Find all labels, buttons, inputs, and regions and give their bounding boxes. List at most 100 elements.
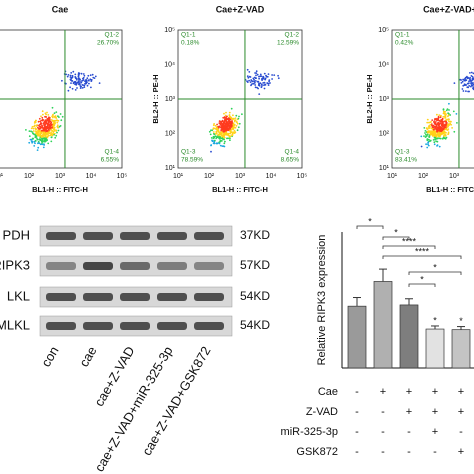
event-dot xyxy=(210,150,212,153)
event-dot xyxy=(45,135,47,138)
treatment-sign: + xyxy=(406,406,412,418)
event-dot xyxy=(28,135,31,138)
event-dot xyxy=(37,134,39,137)
event-dot xyxy=(255,70,258,73)
sig-label: **** xyxy=(402,236,417,246)
event-dot xyxy=(453,82,456,84)
treatment-sign: + xyxy=(458,386,464,398)
event-dot xyxy=(425,143,427,146)
y-tick-label: 10⁵ xyxy=(164,27,175,34)
event-dot xyxy=(235,125,238,127)
event-dot xyxy=(40,132,43,135)
event-dot xyxy=(71,87,74,90)
event-dot xyxy=(46,125,49,128)
event-dot xyxy=(57,119,60,122)
event-dot xyxy=(467,82,469,85)
blot-band xyxy=(157,293,187,301)
event-dot xyxy=(218,120,221,122)
event-dot xyxy=(70,72,73,74)
event-dot xyxy=(238,122,241,125)
treatment-label: Z-VAD xyxy=(306,406,338,418)
event-dot xyxy=(218,142,221,145)
event-dot xyxy=(236,129,239,132)
event-dot xyxy=(209,133,212,136)
blot-band xyxy=(157,232,187,240)
x-axis-label: BL1-H :: FITC-H xyxy=(32,185,88,194)
event-dot xyxy=(47,114,50,116)
event-dot xyxy=(98,82,101,84)
x-tick-label: 10² xyxy=(204,173,215,180)
event-dot xyxy=(90,86,92,89)
event-dot xyxy=(40,115,42,118)
event-dot xyxy=(228,111,231,114)
event-dot xyxy=(75,77,78,80)
y-tick-label: 10⁴ xyxy=(378,61,389,68)
sig-label: * xyxy=(433,262,437,272)
event-dot xyxy=(231,134,233,137)
event-dot xyxy=(437,121,440,124)
event-dot xyxy=(45,116,47,118)
size-label: 54KD xyxy=(240,289,270,303)
event-dot xyxy=(37,120,40,123)
event-dot xyxy=(424,132,426,134)
event-dot xyxy=(252,77,255,80)
event-dot xyxy=(46,111,48,114)
event-dot xyxy=(221,119,224,122)
event-dot xyxy=(34,139,37,142)
blot-band xyxy=(194,262,224,270)
event-dot xyxy=(216,123,219,126)
event-dot xyxy=(472,87,474,89)
event-dot xyxy=(429,123,432,126)
event-dot xyxy=(228,125,231,128)
event-dot xyxy=(436,119,439,122)
event-dot xyxy=(36,138,39,141)
event-dot xyxy=(49,134,52,137)
event-dot xyxy=(254,80,257,82)
event-dot xyxy=(225,119,227,122)
y-tick-label: 10² xyxy=(165,130,176,137)
x-tick-label: 10² xyxy=(418,173,429,180)
x-tick-label: 10⁴ xyxy=(266,173,277,180)
event-dot xyxy=(447,118,449,121)
event-dot xyxy=(434,136,437,139)
event-dot xyxy=(448,102,450,105)
event-dot xyxy=(426,121,429,124)
event-dot xyxy=(436,117,438,120)
treatment-sign: + xyxy=(432,386,438,398)
event-dot xyxy=(449,114,452,116)
blot-band xyxy=(194,322,224,330)
event-dot xyxy=(59,113,62,115)
event-dot xyxy=(427,143,429,146)
lane-label: cae xyxy=(76,344,99,370)
event-dot xyxy=(434,122,437,125)
event-dot xyxy=(72,82,75,85)
lane-label: cae+Z-VAD+GSK872 xyxy=(139,344,214,458)
event-dot xyxy=(439,121,442,123)
event-dot xyxy=(469,79,472,82)
event-dot xyxy=(461,80,464,83)
event-dot xyxy=(442,110,445,113)
event-dot xyxy=(74,73,77,76)
event-dot xyxy=(225,129,228,132)
event-dot xyxy=(225,111,227,114)
treatment-sign: - xyxy=(459,426,463,438)
event-dot xyxy=(263,72,266,75)
event-dot xyxy=(227,118,229,120)
event-dot xyxy=(439,116,442,119)
event-dot xyxy=(210,129,212,132)
event-dot xyxy=(43,137,45,140)
event-dot xyxy=(261,83,263,86)
x-tick-label: 10¹ xyxy=(387,173,398,180)
protein-label: MLKL xyxy=(0,317,30,332)
quadrant-percent: 8.65% xyxy=(281,157,300,164)
event-dot xyxy=(441,118,443,121)
event-dot xyxy=(43,120,46,123)
event-dot xyxy=(241,113,243,116)
event-dot xyxy=(436,137,439,140)
event-dot xyxy=(48,116,51,119)
event-dot xyxy=(41,135,44,138)
event-dot xyxy=(440,130,443,133)
quadrant-percent: 78.59% xyxy=(181,157,203,164)
event-dot xyxy=(54,136,57,139)
